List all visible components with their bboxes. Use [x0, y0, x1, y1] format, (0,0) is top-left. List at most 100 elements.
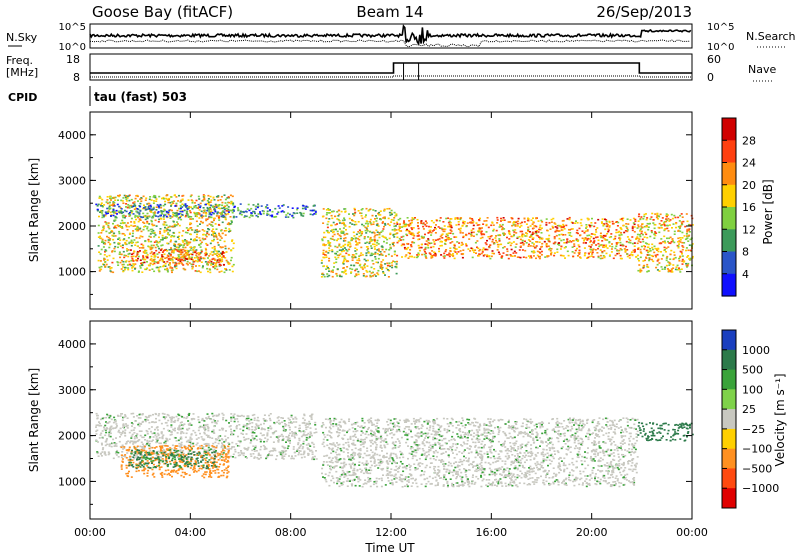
data-pixel	[263, 419, 266, 422]
data-pixel	[670, 268, 673, 270]
data-pixel	[485, 243, 488, 246]
data-pixel	[161, 255, 164, 258]
data-pixel	[332, 221, 335, 224]
data-pixel	[358, 255, 361, 257]
data-pixel	[154, 447, 156, 449]
data-pixel	[481, 236, 484, 239]
data-pixel	[374, 258, 377, 260]
data-pixel	[282, 450, 285, 452]
data-pixel	[441, 237, 444, 239]
data-pixel	[127, 195, 130, 197]
data-pixel	[148, 269, 151, 271]
data-pixel	[202, 233, 205, 236]
data-pixel	[338, 274, 341, 277]
data-pixel	[454, 251, 457, 253]
data-pixel	[174, 240, 177, 243]
data-pixel	[220, 256, 223, 259]
data-pixel	[218, 234, 221, 236]
data-pixel	[194, 239, 197, 242]
data-pixel	[101, 198, 104, 201]
data-pixel	[618, 234, 621, 236]
data-pixel	[427, 239, 430, 241]
data-pixel	[500, 256, 503, 258]
data-pixel	[219, 239, 222, 241]
data-pixel	[667, 261, 670, 263]
data-pixel	[400, 230, 403, 232]
data-pixel	[112, 208, 115, 210]
data-pixel	[649, 248, 651, 250]
data-pixel	[107, 222, 110, 224]
data-pixel	[365, 227, 368, 229]
data-pixel	[668, 224, 671, 226]
data-pixel	[322, 256, 325, 259]
data-pixel	[656, 253, 659, 256]
data-pixel	[370, 254, 373, 256]
data-pixel	[254, 208, 257, 210]
data-pixel	[513, 234, 515, 237]
data-pixel	[687, 249, 690, 252]
data-pixel	[127, 459, 130, 461]
data-pixel	[124, 209, 126, 212]
data-pixel	[277, 211, 280, 213]
data-pixel	[101, 241, 103, 243]
data-pixel	[109, 243, 112, 245]
data-pixel	[167, 429, 170, 432]
data-pixel	[420, 246, 423, 249]
data-pixel	[546, 229, 549, 232]
data-pixel	[248, 428, 251, 431]
data-pixel	[138, 422, 141, 425]
data-pixel	[172, 202, 175, 204]
data-pixel	[514, 224, 517, 226]
data-pixel	[218, 263, 221, 266]
data-pixel	[358, 238, 361, 241]
data-pixel	[568, 216, 571, 219]
data-pixel	[224, 247, 227, 250]
data-pixel	[619, 257, 622, 260]
data-pixel	[470, 229, 473, 232]
data-pixel	[141, 446, 144, 448]
data-pixel	[468, 232, 470, 235]
data-pixel	[277, 205, 280, 207]
data-pixel	[652, 222, 655, 224]
data-pixel	[602, 224, 605, 226]
data-pixel	[133, 432, 136, 434]
data-pixel	[444, 250, 447, 253]
data-pixel	[178, 207, 181, 210]
data-pixel	[327, 208, 330, 210]
data-pixel	[393, 211, 396, 214]
data-pixel	[437, 226, 440, 228]
data-pixel	[424, 243, 427, 245]
data-pixel	[416, 254, 419, 256]
data-pixel	[95, 433, 98, 435]
data-pixel	[447, 221, 450, 224]
data-pixel	[105, 263, 108, 266]
data-pixel	[215, 455, 218, 458]
data-pixel	[334, 228, 337, 231]
data-pixel	[116, 261, 119, 263]
data-pixel	[128, 199, 131, 202]
data-pixel	[219, 235, 222, 238]
data-pixel	[214, 438, 217, 440]
data-pixel	[591, 251, 594, 254]
data-pixel	[648, 258, 651, 260]
data-pixel	[633, 245, 636, 247]
data-pixel	[162, 198, 165, 200]
data-pixel	[637, 220, 640, 222]
data-pixel	[417, 252, 420, 254]
data-pixel	[398, 230, 401, 232]
data-pixel	[205, 218, 208, 220]
data-pixel	[666, 214, 669, 216]
data-pixel	[686, 231, 689, 233]
data-pixel	[685, 264, 688, 267]
data-pixel	[149, 252, 152, 255]
data-pixel	[96, 424, 99, 426]
data-pixel	[157, 245, 160, 248]
data-pixel	[550, 248, 553, 250]
data-pixel	[239, 440, 242, 443]
data-pixel	[340, 246, 343, 248]
data-pixel	[371, 214, 374, 217]
data-pixel	[564, 246, 567, 248]
data-pixel	[98, 270, 101, 272]
data-pixel	[204, 234, 207, 236]
data-pixel	[429, 253, 432, 255]
